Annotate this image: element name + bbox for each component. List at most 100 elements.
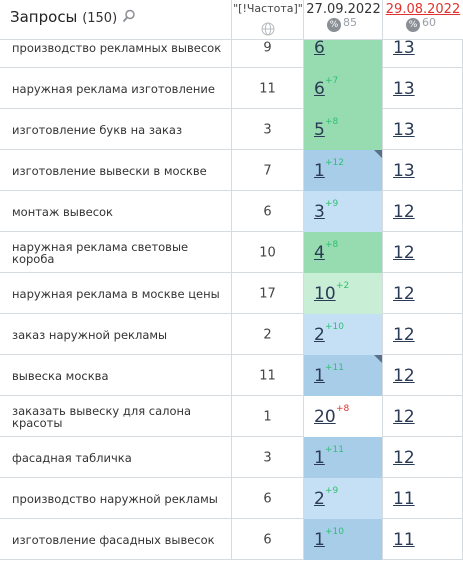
frequency-value: 1 [232,409,303,424]
position-previous-link[interactable]: 11 [393,489,415,509]
frequency-cell: 7 [232,150,304,191]
position-change: +8 [325,240,338,250]
table-row: изготовление букв на заказ 3 5 +8 13 [0,109,463,150]
frequency-cell: 10 [232,232,304,273]
position-previous-link[interactable]: 11 [393,530,415,550]
query-cell: монтаж вывесок [0,191,232,232]
percent-icon: % [327,18,341,32]
position-previous-link[interactable]: 13 [393,161,415,181]
position-current-link[interactable]: 1 [314,530,325,550]
search-icon[interactable] [122,9,136,23]
position-previous-link[interactable]: 13 [393,120,415,140]
frequency-cell: 1 [232,396,304,437]
position-change: +8 [336,404,349,414]
column-header-frequency[interactable]: "[!Частота]" [232,0,304,40]
table-row: производство наружной рекламы 6 2 +9 11 [0,478,463,519]
position-current-link[interactable]: 6 [314,79,325,99]
query-text: изготовление вывески в москве [12,165,223,177]
position-change: +7 [325,76,338,86]
frequency-label: "[!Частота]" [232,2,304,15]
position-previous-cell: 11 [383,478,463,519]
position-previous-link[interactable]: 12 [393,325,415,345]
frequency-value: 10 [232,245,303,260]
position-previous-cell: 13 [383,68,463,109]
table-row: заказ наружной рекламы 2 2 +10 12 [0,314,463,355]
position-change: +9 [325,199,338,209]
position-current-link[interactable]: 1 [314,448,325,468]
column-header-date-current[interactable]: 27.09.2022 % 85 [304,0,383,40]
position-current-cell: 1 +10 [304,519,383,560]
column-header-date-previous[interactable]: 29.08.2022 % 60 [383,0,463,40]
position-change: +11 [325,445,344,455]
query-text: заказ наружной рекламы [12,329,223,341]
frequency-value: 3 [232,450,303,465]
query-cell: вывеска москва [0,355,232,396]
position-previous-link[interactable]: 12 [393,243,415,263]
position-current-cell: 4 +8 [304,232,383,273]
position-previous-link[interactable]: 12 [393,448,415,468]
date-current-percent: 85 [343,16,357,29]
position-current-cell: 2 +10 [304,314,383,355]
position-previous-link[interactable]: 12 [393,407,415,427]
position-current-link[interactable]: 1 [314,161,325,181]
query-text: фасадная табличка [12,452,223,464]
position-previous-cell: 13 [383,150,463,191]
frequency-cell: 11 [232,355,304,396]
position-previous-link[interactable]: 12 [393,284,415,304]
corner-marker-icon [374,150,382,158]
position-previous-cell: 12 [383,396,463,437]
position-current-link[interactable]: 6 [314,38,325,58]
position-current-link[interactable]: 4 [314,243,325,263]
query-text: наружная реклама изготовление [12,83,223,95]
query-text: монтаж вывесок [12,206,223,218]
frequency-cell: 3 [232,109,304,150]
query-text: вывеска москва [12,370,223,382]
position-current-link[interactable]: 1 [314,366,325,386]
percent-icon: % [406,18,420,32]
position-current-link[interactable]: 2 [314,325,325,345]
position-current-cell: 1 +12 [304,150,383,191]
position-previous-link[interactable]: 13 [393,79,415,99]
table-header: Запросы (150) "[!Частота]" 27.09.2022 % … [0,0,463,40]
position-previous-cell: 12 [383,355,463,396]
position-change: +11 [325,363,344,373]
column-header-queries[interactable]: Запросы (150) [0,0,232,40]
frequency-value: 7 [232,163,303,178]
position-current-cell: 10 +2 [304,273,383,314]
position-change: +9 [325,486,338,496]
frequency-value: 11 [232,368,303,383]
frequency-value: 2 [232,327,303,342]
globe-icon [261,22,275,36]
frequency-value: 3 [232,122,303,137]
position-previous-cell: 12 [383,191,463,232]
position-previous-link[interactable]: 13 [393,38,415,58]
frequency-cell: 6 [232,478,304,519]
position-change: +8 [325,117,338,127]
table-row: изготовление фасадных вывесок 6 1 +10 11 [0,519,463,560]
position-previous-cell: 12 [383,314,463,355]
position-current-cell: 6 +7 [304,68,383,109]
position-current-cell: 5 +8 [304,109,383,150]
position-previous-cell: 11 [383,519,463,560]
query-text: наружная реклама в москве цены [12,288,223,300]
query-cell: заказ наружной рекламы [0,314,232,355]
position-current-link[interactable]: 20 [314,407,336,427]
table-row: фасадная табличка 3 1 +11 12 [0,437,463,478]
frequency-value: 6 [232,204,303,219]
position-current-link[interactable]: 5 [314,120,325,140]
position-current-link[interactable]: 10 [314,284,336,304]
table-row: изготовление вывески в москве 7 1 +12 13 [0,150,463,191]
position-current-link[interactable]: 3 [314,202,325,222]
table-row: наружная реклама световые короба 10 4 +8 12 [0,232,463,273]
position-previous-link[interactable]: 12 [393,202,415,222]
position-current-link[interactable]: 2 [314,489,325,509]
date-previous-link[interactable]: 29.08.2022 [383,2,463,17]
position-previous-cell: 12 [383,273,463,314]
frequency-value: 9 [232,40,303,55]
frequency-value: 17 [232,286,303,301]
frequency-cell: 17 [232,273,304,314]
position-previous-link[interactable]: 12 [393,366,415,386]
query-cell: изготовление фасадных вывесок [0,519,232,560]
table-row: монтаж вывесок 6 3 +9 12 [0,191,463,232]
